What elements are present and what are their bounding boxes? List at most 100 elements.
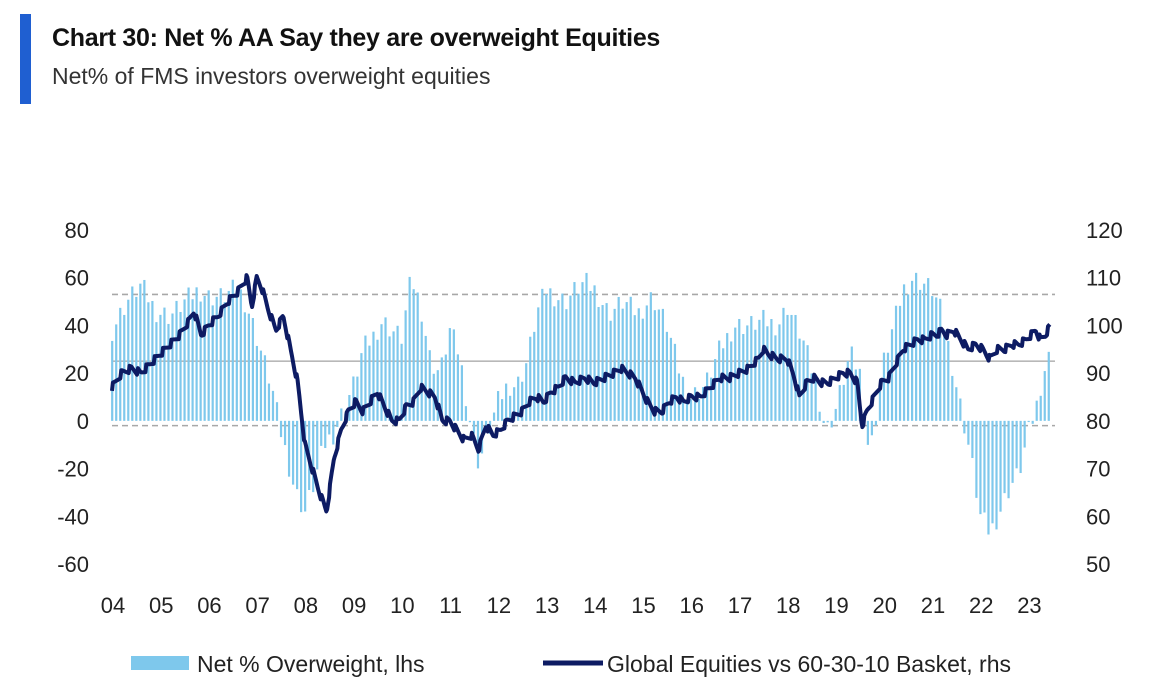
bar: [971, 420, 974, 458]
bar: [935, 297, 938, 421]
bar: [408, 276, 411, 421]
bar: [874, 420, 878, 426]
bar: [332, 420, 335, 445]
bar: [440, 357, 443, 421]
bar: [750, 316, 753, 421]
bar: [384, 317, 387, 421]
bar: [444, 354, 447, 421]
bar: [947, 341, 950, 421]
bar: [509, 395, 512, 421]
bar: [392, 331, 395, 421]
bar: [456, 354, 459, 421]
bar: [967, 420, 970, 445]
bar: [428, 350, 431, 421]
bar: [886, 352, 890, 421]
x-tick-label: 14: [583, 593, 607, 618]
bar: [1015, 420, 1018, 469]
bar: [448, 328, 451, 421]
bar: [513, 387, 516, 421]
bar: [573, 282, 576, 421]
bar: [991, 420, 994, 524]
bar: [802, 340, 805, 421]
bar: [139, 283, 142, 421]
bar: [123, 314, 126, 421]
bar: [1047, 351, 1050, 421]
bar: [838, 385, 841, 421]
global-equities-line: [110, 273, 1052, 514]
bar: [951, 375, 954, 421]
bar: [758, 319, 761, 421]
bar: [774, 335, 777, 421]
bar: [581, 282, 584, 421]
bar: [701, 387, 705, 421]
bar: [541, 288, 544, 421]
bar: [263, 355, 267, 421]
bar: [983, 420, 986, 513]
bar: [593, 285, 596, 421]
right-tick-label: 80: [1086, 409, 1110, 434]
bar: [492, 412, 496, 421]
x-tick-label: 18: [776, 593, 800, 618]
bar: [625, 302, 628, 421]
bar: [923, 283, 926, 421]
bar: [762, 309, 765, 421]
x-tick-label: 08: [294, 593, 318, 618]
bar: [1011, 420, 1014, 483]
bar: [577, 293, 580, 421]
left-tick-label: -20: [57, 457, 89, 482]
bar: [187, 287, 190, 421]
bar: [239, 289, 242, 421]
bar: [1023, 420, 1026, 448]
left-tick-label: -40: [57, 504, 89, 529]
bar: [995, 420, 998, 530]
bar: [291, 420, 295, 485]
left-tick-label: 0: [77, 409, 89, 434]
bar: [171, 313, 174, 421]
bar: [175, 300, 178, 421]
bar: [143, 279, 146, 421]
bar: [279, 420, 283, 438]
bar: [360, 353, 363, 421]
x-tick-label: 10: [390, 593, 414, 618]
bar: [296, 420, 299, 490]
bar: [854, 369, 857, 421]
left-tick-label: 80: [65, 218, 89, 243]
bar: [987, 420, 990, 535]
bar: [505, 383, 508, 421]
bar: [460, 365, 464, 421]
bar: [203, 295, 206, 421]
bar: [706, 372, 709, 421]
bar: [561, 293, 564, 421]
bar: [251, 317, 254, 421]
bar: [283, 420, 287, 446]
bar: [304, 420, 307, 512]
bar: [906, 294, 910, 421]
bar: [661, 308, 664, 421]
left-tick-label: 60: [65, 266, 89, 291]
bar: [227, 290, 230, 421]
bar: [710, 377, 713, 421]
bar: [167, 323, 170, 421]
x-tick-label: 09: [342, 593, 366, 618]
bar: [1035, 400, 1038, 421]
bar: [597, 307, 600, 421]
bar: [376, 339, 379, 421]
bar: [613, 308, 616, 421]
bar: [179, 311, 182, 421]
bar: [657, 309, 660, 421]
bar: [669, 337, 673, 421]
bar: [830, 420, 833, 428]
bar: [396, 325, 399, 421]
bar: [316, 420, 319, 470]
bar: [834, 408, 837, 421]
bar: [271, 390, 275, 421]
x-tick-label: 21: [921, 593, 945, 618]
bar: [766, 326, 769, 421]
bar: [255, 345, 259, 421]
right-tick-label: 50: [1086, 552, 1110, 577]
x-tick-label: 17: [728, 593, 752, 618]
bar: [1003, 420, 1006, 494]
bar: [911, 280, 914, 421]
bar: [1019, 420, 1022, 474]
